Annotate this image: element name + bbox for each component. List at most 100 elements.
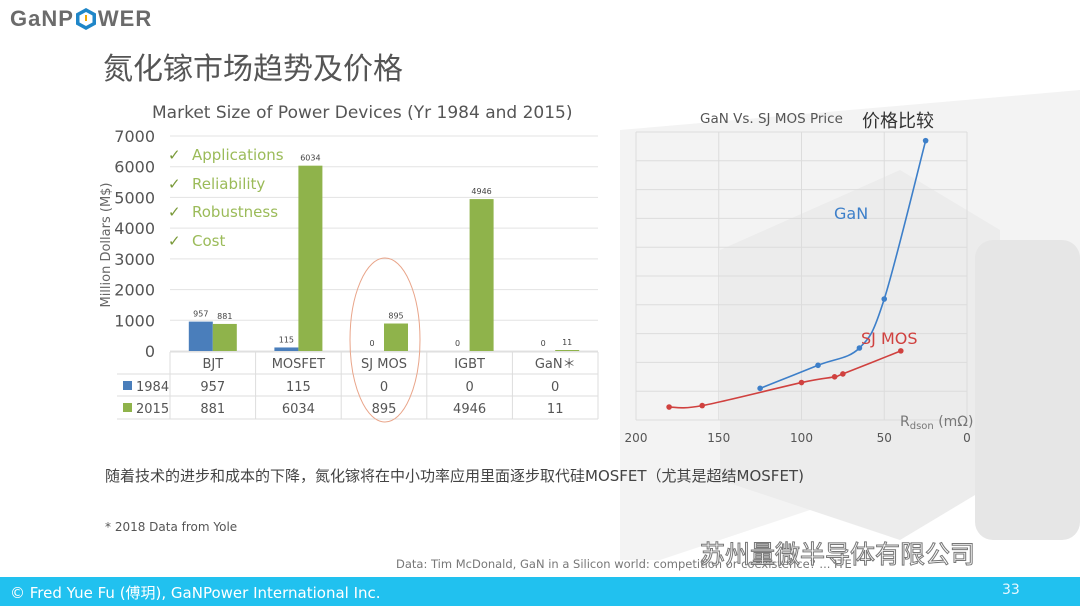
x-category-label: MOSFET bbox=[272, 357, 325, 372]
bar-2015-BJT bbox=[212, 323, 237, 351]
y-tick-label: 2000 bbox=[114, 281, 155, 300]
data-label: 957 bbox=[193, 310, 208, 319]
logo-text-right: WER bbox=[97, 6, 153, 31]
data-point-sj-mos bbox=[831, 374, 838, 380]
data-point-sj-mos bbox=[840, 371, 846, 377]
table-cell: 957 bbox=[200, 380, 225, 395]
y-tick-label: 5000 bbox=[114, 188, 155, 207]
page-number: 33 bbox=[1002, 582, 1020, 598]
x-category-label: GaN＊ bbox=[535, 357, 576, 372]
x-axis-label-sub: dson bbox=[910, 421, 934, 432]
series-label-sj-mos: SJ MOS bbox=[861, 329, 918, 348]
check-icon: ✓ bbox=[168, 231, 181, 250]
table-cell: 895 bbox=[372, 402, 397, 417]
x-axis-label-main: R bbox=[900, 414, 910, 430]
checklist-label: Cost bbox=[192, 231, 226, 250]
data-label: 6034 bbox=[300, 154, 320, 163]
checklist-label: Reliability bbox=[192, 174, 266, 193]
x-tick-label: 100 bbox=[790, 431, 813, 445]
table-cell: 6034 bbox=[282, 402, 315, 417]
bar-chart-title: Market Size of Power Devices (Yr 1984 an… bbox=[152, 103, 573, 123]
x-tick-label: 200 bbox=[625, 431, 648, 445]
x-axis-label-unit: (mΩ) bbox=[934, 414, 974, 430]
legend-label: 1984 bbox=[136, 380, 169, 395]
table-cell: 881 bbox=[200, 402, 225, 417]
y-tick-label: 6000 bbox=[114, 158, 155, 177]
data-label: 881 bbox=[217, 312, 232, 321]
y-tick-label: 4000 bbox=[114, 219, 155, 238]
bar-chart: 0 1000 2000 3000 4000 5000 6000 7000 Million Dol… bbox=[99, 127, 599, 423]
table-cell: 4946 bbox=[453, 402, 486, 417]
check-icon: ✓ bbox=[168, 146, 181, 164]
logo-text-left: GaNP bbox=[10, 6, 74, 31]
data-point-sj-mos bbox=[699, 402, 705, 409]
bar-1984-BJT bbox=[188, 321, 213, 351]
y-tick-label: 1000 bbox=[114, 311, 155, 330]
watermark: 苏州量微半导体有限公司 bbox=[699, 540, 976, 570]
line-chart-title: GaN Vs. SJ MOS Price bbox=[700, 111, 843, 127]
x-category-label: IGBT bbox=[454, 357, 485, 372]
data-label: 0 bbox=[541, 339, 546, 348]
data-label: 0 bbox=[455, 339, 460, 348]
slide-title: 氮化镓市场趋势及价格 bbox=[103, 52, 403, 87]
legend-swatch-2015 bbox=[123, 403, 132, 412]
data-point-sj-mos bbox=[898, 348, 904, 354]
data-point-gan bbox=[856, 345, 863, 351]
y-axis-label: Million Dollars (M$) bbox=[99, 182, 114, 307]
data-point-gan bbox=[922, 137, 929, 144]
legend-label: 2015 bbox=[136, 402, 169, 417]
footer-copyright: © Fred Yue Fu (傅玥), GaNPower Internation… bbox=[10, 584, 381, 602]
checklist-label: Applications bbox=[192, 146, 284, 164]
source-citation: Data: Tim McDonald, GaN in a Silicon wor… bbox=[396, 557, 852, 571]
line-chart-title-cn: 价格比较 bbox=[862, 111, 934, 132]
check-icon: ✓ bbox=[168, 174, 181, 193]
line-gan bbox=[759, 140, 927, 390]
x-tick-label: 150 bbox=[707, 431, 730, 445]
checklist-item: ✓ Cost bbox=[168, 227, 284, 256]
table-cell: 0 bbox=[551, 380, 559, 395]
x-axis-label: Rdson (mΩ) bbox=[900, 414, 973, 432]
checklist-item: ✓ Applications bbox=[168, 141, 284, 170]
data-label: 4946 bbox=[471, 187, 491, 196]
table-cell: 0 bbox=[380, 380, 388, 395]
checklist-item: ✓ Reliability bbox=[168, 170, 284, 199]
checklist-label: Robustness bbox=[192, 203, 279, 221]
data-label: 11 bbox=[562, 338, 572, 347]
ganpower-logo: GaNP WER bbox=[10, 6, 152, 32]
bar-2015-GaN＊ bbox=[555, 350, 580, 351]
y-tick-label: 0 bbox=[145, 342, 155, 361]
table-cell: 0 bbox=[465, 380, 473, 395]
check-icon: ✓ bbox=[168, 203, 181, 221]
x-category-label: BJT bbox=[202, 357, 223, 372]
data-point-sj-mos bbox=[798, 379, 805, 386]
data-label: 115 bbox=[279, 335, 294, 344]
y-tick-label: 7000 bbox=[114, 127, 155, 146]
y-tick-label: 3000 bbox=[114, 250, 155, 269]
bar-2015-MOSFET bbox=[298, 165, 323, 351]
x-category-label: SJ MOS bbox=[361, 357, 407, 372]
sj-mos-highlight-circle bbox=[349, 257, 421, 423]
x-tick-label: 0 bbox=[963, 431, 971, 445]
body-text: 随着技术的进步和成本的下降，氮化镓将在中小功率应用里面逐步取代硅MOSFET（尤… bbox=[105, 467, 804, 485]
data-point-gan bbox=[757, 385, 763, 392]
bar-2015-SJ MOS bbox=[384, 323, 408, 351]
data-note: * 2018 Data from Yole bbox=[105, 520, 238, 534]
data-point-gan bbox=[881, 296, 888, 302]
table-cell: 115 bbox=[286, 380, 311, 395]
hexagon-logo-icon bbox=[75, 8, 96, 30]
x-tick-label: 50 bbox=[877, 431, 892, 445]
bar-2015-IGBT bbox=[469, 199, 494, 351]
series-label-gan: GaN bbox=[834, 204, 868, 223]
legend-swatch-1984 bbox=[123, 381, 132, 390]
checklist-item: ✓ Robustness bbox=[168, 198, 284, 227]
footer-bar bbox=[0, 577, 1080, 606]
data-label: 895 bbox=[388, 312, 403, 321]
data-point-sj-mos bbox=[666, 404, 672, 410]
checklist: ✓ Applications ✓ Reliability ✓ Robustness ✓… bbox=[168, 141, 284, 255]
data-point-gan bbox=[815, 362, 821, 369]
table-cell: 11 bbox=[547, 402, 564, 417]
bar-1984-MOSFET bbox=[274, 347, 299, 351]
data-label: 0 bbox=[369, 339, 374, 348]
